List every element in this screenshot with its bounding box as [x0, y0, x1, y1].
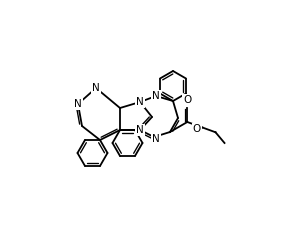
Text: N: N [152, 134, 160, 144]
Text: N: N [136, 97, 144, 107]
Text: N: N [136, 125, 144, 135]
Text: N: N [92, 83, 100, 93]
Text: N: N [152, 91, 160, 101]
Text: O: O [183, 95, 192, 105]
Text: O: O [193, 124, 201, 134]
Text: N: N [74, 99, 82, 109]
